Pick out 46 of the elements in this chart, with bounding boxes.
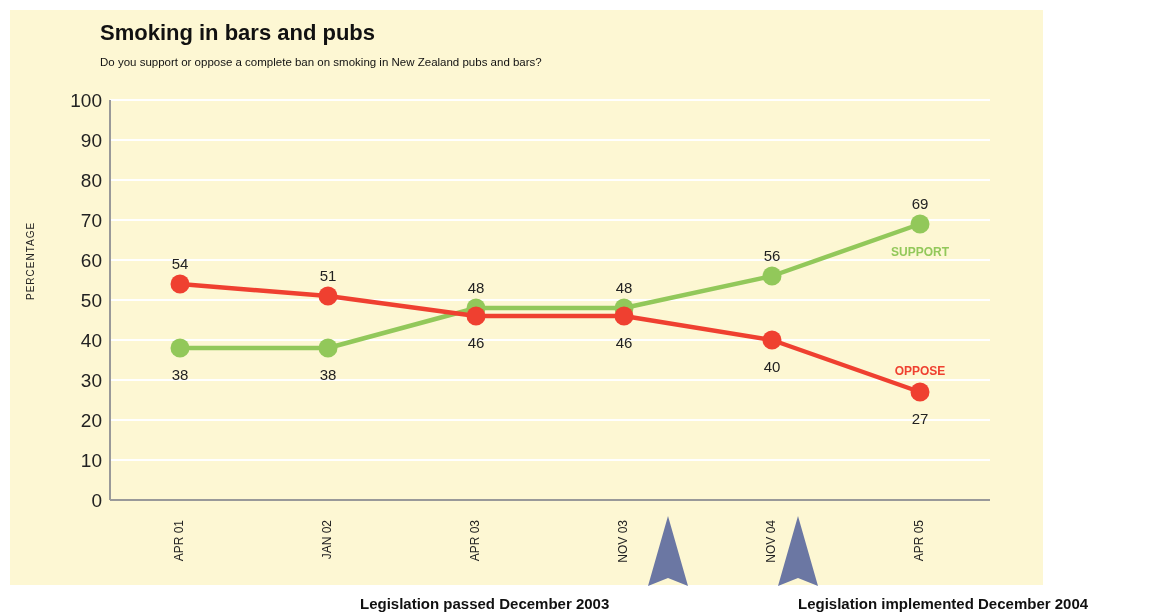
point [318,286,338,306]
data-label: 46 [615,334,633,351]
data-label: 38 [319,366,337,383]
y-tick-label: 100 [70,89,102,111]
series-label: OPPOSE [894,364,946,378]
data-label: 51 [319,267,337,284]
y-tick-label: 70 [80,209,102,231]
x-tick-label: JAN 02 [320,519,335,560]
chart-subtitle: Do you support or oppose a complete ban on smoking in New Zealand pubs and bars? [100,56,542,68]
y-tick-label: 90 [80,129,102,151]
point [910,382,930,402]
x-tick-label: APR 05 [912,519,927,562]
point [170,338,190,358]
point [762,330,782,350]
y-tick-label: 80 [80,169,102,191]
text: Legislation implemented December 2004 [798,595,1089,612]
data-label: 46 [467,334,485,351]
data-label: 54 [171,255,189,272]
data-label: 48 [467,279,485,296]
point [910,214,930,234]
text: Legislation passed December 2003 [360,595,610,612]
chart-title: Smoking in bars and pubs [100,20,376,46]
x-tick-label: APR 03 [468,519,483,562]
x-tick-label: NOV 03 [616,519,631,563]
x-tick-label: NOV 04 [764,519,779,563]
data-label: 69 [911,195,929,212]
y-tick-label: 10 [80,449,102,471]
series-label: SUPPORT [890,245,950,259]
point [762,266,782,286]
y-tick-label: 0 [91,489,102,511]
data-label: 48 [615,279,633,296]
data-label: 38 [171,366,189,383]
data-label: 40 [763,358,781,375]
y-tick-label: 30 [80,369,102,391]
y-axis-title: PERCENTAGE [24,221,36,300]
y-tick-label: 50 [80,289,102,311]
data-label: 56 [763,247,781,264]
data-label: 27 [911,410,929,427]
x-tick-label: APR 01 [172,519,187,562]
point [318,338,338,358]
point [170,274,190,294]
y-tick-label: 20 [80,409,102,431]
point [614,306,634,326]
point [466,306,486,326]
y-tick-label: 60 [80,249,102,271]
y-tick-label: 40 [80,329,102,351]
